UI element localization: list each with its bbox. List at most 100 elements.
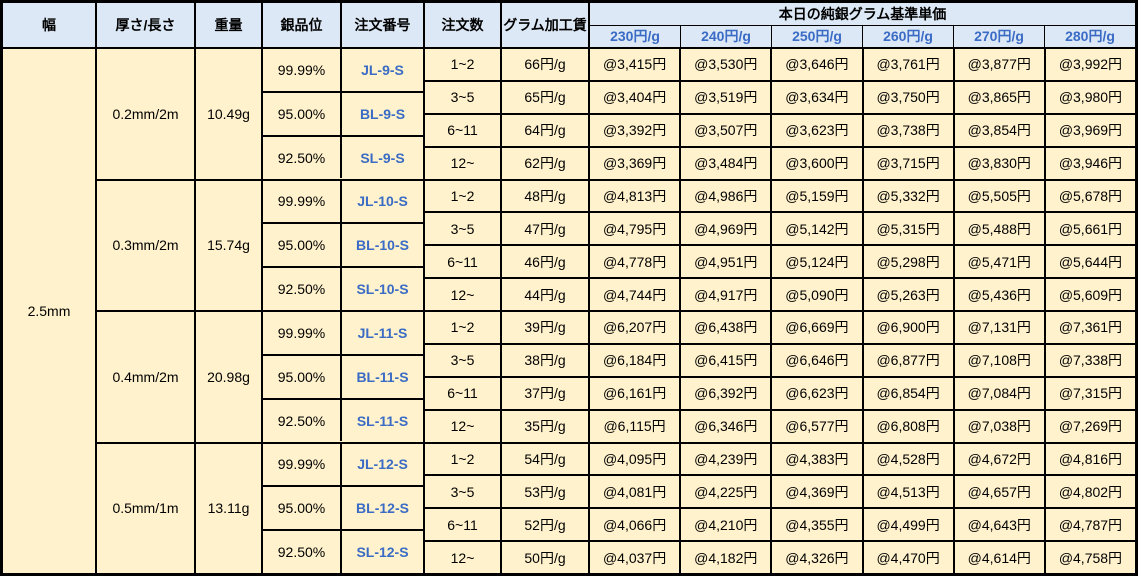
tier-row: 3~5 47円/g @4,795円 @4,969円 @5,142円 @5,315… bbox=[425, 213, 1135, 247]
purity-cell: 92.50% bbox=[263, 268, 342, 310]
price-cell: @6,207円 bbox=[590, 312, 682, 343]
price-cell: @6,854円 bbox=[864, 377, 955, 409]
price-cell: @5,090円 bbox=[772, 279, 864, 310]
purity-cell: 92.50% bbox=[263, 136, 342, 179]
thickness-length-cell: 0.4mm/2m bbox=[97, 312, 196, 442]
purity-row: 92.50% SL-12-S bbox=[263, 531, 423, 573]
price-cell: @3,623円 bbox=[772, 114, 864, 146]
tier-row: 12~ 35円/g @6,115円 @6,346円 @6,577円 @6,808… bbox=[425, 410, 1135, 442]
gram-fee-cell: 39円/g bbox=[502, 312, 590, 343]
price-cell: @7,038円 bbox=[955, 410, 1046, 442]
price-cell: @5,159円 bbox=[772, 180, 864, 212]
price-cell: @4,802円 bbox=[1058, 483, 1123, 500]
order-number-cell: SL-10-S bbox=[356, 281, 409, 298]
tier-row: 12~ 62円/g @3,369円 @3,484円 @3,600円 @3,715… bbox=[425, 147, 1135, 179]
purity-row: 95.00% BL-10-S bbox=[263, 224, 423, 269]
header-price-tier-230: 230円/g bbox=[590, 25, 681, 47]
price-cell: @3,646円 bbox=[772, 49, 864, 80]
gram-fee-cell: 50円/g bbox=[502, 542, 590, 573]
price-cell: @3,865円 bbox=[955, 81, 1046, 113]
header-price-tier-240: 240円/g bbox=[681, 25, 772, 47]
tier-row: 1~2 66円/g @3,415円 @3,530円 @3,646円 @3,761… bbox=[425, 49, 1135, 82]
purity-row: 99.99% JL-10-S bbox=[263, 180, 423, 225]
price-cell: @6,184円 bbox=[590, 344, 682, 376]
gram-fee-cell: 48円/g bbox=[502, 180, 590, 212]
price-cell: @4,225円 bbox=[681, 476, 773, 508]
price-cell: @4,210円 bbox=[681, 509, 773, 541]
price-cell: @3,761円 bbox=[864, 49, 955, 80]
price-cell: @5,661円 bbox=[1058, 220, 1123, 237]
price-cell: @4,095円 bbox=[590, 443, 682, 475]
header-weight: 重量 bbox=[196, 3, 263, 47]
price-cell: @4,795円 bbox=[590, 213, 682, 245]
table-body: 2.5mm 0.2mm/2m 10.49g 99.99% JL-9-S 95.0… bbox=[3, 49, 1135, 573]
price-cell: @4,778円 bbox=[590, 246, 682, 278]
price-cell: @6,577円 bbox=[772, 410, 864, 442]
header-gram-fee: グラム加工賃 bbox=[502, 3, 590, 47]
order-qty-cell: 6~11 bbox=[425, 114, 502, 146]
gram-fee-cell: 35円/g bbox=[502, 410, 590, 442]
price-cell: @3,600円 bbox=[772, 147, 864, 179]
price-cell: @5,124円 bbox=[772, 246, 864, 278]
price-cell: @4,816円 bbox=[1058, 450, 1123, 467]
price-cell: @4,528円 bbox=[864, 443, 955, 475]
tiers-column: 1~2 54円/g @4,095円 @4,239円 @4,383円 @4,528… bbox=[425, 443, 1135, 573]
price-cell: @6,623円 bbox=[772, 377, 864, 409]
tiers-column: 1~2 66円/g @3,415円 @3,530円 @3,646円 @3,761… bbox=[425, 49, 1135, 179]
price-cell: @3,634円 bbox=[772, 81, 864, 113]
order-number-cell: SL-11-S bbox=[356, 412, 409, 429]
purity-cell: 92.50% bbox=[263, 531, 342, 573]
order-qty-cell: 3~5 bbox=[425, 344, 502, 376]
tier-row: 1~2 54円/g @4,095円 @4,239円 @4,383円 @4,528… bbox=[425, 443, 1135, 477]
price-cell: @4,081円 bbox=[590, 476, 682, 508]
price-cell: @4,758円 bbox=[1058, 549, 1123, 566]
price-cell: @3,404円 bbox=[590, 81, 682, 113]
order-number-cell: BL-12-S bbox=[356, 500, 409, 517]
order-number-cell: BL-9-S bbox=[359, 105, 406, 122]
price-cell: @4,470円 bbox=[864, 542, 955, 573]
order-qty-cell: 1~2 bbox=[425, 443, 502, 475]
product-group-2: 0.4mm/2m 20.98g 99.99% JL-11-S 95.00% BL… bbox=[97, 312, 1135, 444]
price-cell: @3,877円 bbox=[955, 49, 1046, 80]
price-cell: @5,142円 bbox=[772, 213, 864, 245]
purity-cell: 95.00% bbox=[263, 487, 342, 530]
tier-row: 1~2 39円/g @6,207円 @6,438円 @6,669円 @6,900… bbox=[425, 312, 1135, 345]
header-price-group: 本日の純銀グラム基準単価 230円/g 240円/g 250円/g 260円/g… bbox=[590, 3, 1135, 47]
price-cell: @4,672円 bbox=[955, 443, 1046, 475]
price-cell: @5,678円 bbox=[1058, 187, 1123, 204]
price-cell: @6,346円 bbox=[681, 410, 773, 442]
header-price-tier-250: 250円/g bbox=[772, 25, 863, 47]
tier-row: 12~ 50円/g @4,037円 @4,182円 @4,326円 @4,470… bbox=[425, 542, 1135, 573]
order-qty-cell: 3~5 bbox=[425, 81, 502, 113]
order-number-cell: SL-9-S bbox=[360, 149, 405, 166]
gram-fee-cell: 38円/g bbox=[502, 344, 590, 376]
tier-row: 3~5 53円/g @4,081円 @4,225円 @4,369円 @4,513… bbox=[425, 476, 1135, 510]
price-cell: @4,066円 bbox=[590, 509, 682, 541]
gram-fee-cell: 47円/g bbox=[502, 213, 590, 245]
header-price-tiers: 230円/g 240円/g 250円/g 260円/g 270円/g 280円/… bbox=[590, 25, 1135, 47]
price-cell: @4,951円 bbox=[681, 246, 773, 278]
price-cell: @3,969円 bbox=[1058, 122, 1123, 139]
price-cell: @5,263円 bbox=[864, 279, 955, 310]
purity-cell: 99.99% bbox=[263, 312, 342, 354]
tier-row: 6~11 37円/g @6,161円 @6,392円 @6,623円 @6,85… bbox=[425, 377, 1135, 411]
purity-cell: 99.99% bbox=[263, 49, 342, 91]
header-width: 幅 bbox=[3, 3, 97, 47]
gram-fee-cell: 46円/g bbox=[502, 246, 590, 278]
order-qty-cell: 12~ bbox=[425, 410, 502, 442]
header-thickness-length: 厚さ/長さ bbox=[97, 3, 196, 47]
order-qty-cell: 6~11 bbox=[425, 509, 502, 541]
price-cell: @7,108円 bbox=[955, 344, 1046, 376]
price-cell: @4,657円 bbox=[955, 476, 1046, 508]
price-cell: @6,900円 bbox=[864, 312, 955, 343]
tier-row: 3~5 38円/g @6,184円 @6,415円 @6,646円 @6,877… bbox=[425, 344, 1135, 378]
price-cell: @3,484円 bbox=[681, 147, 773, 179]
price-cell: @7,315円 bbox=[1058, 385, 1123, 402]
purity-row: 95.00% BL-12-S bbox=[263, 487, 423, 532]
order-number-cell: JL-11-S bbox=[357, 324, 408, 341]
price-cell: @6,669円 bbox=[772, 312, 864, 343]
price-cell: @3,715円 bbox=[864, 147, 955, 179]
price-cell: @3,507円 bbox=[681, 114, 773, 146]
price-cell: @3,519円 bbox=[681, 81, 773, 113]
price-cell: @4,383円 bbox=[772, 443, 864, 475]
